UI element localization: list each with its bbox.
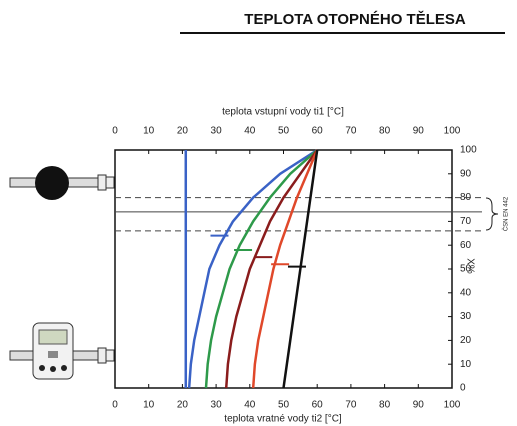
page-title: TEPLOTA OTOPNÉHO TĚLESA <box>244 10 466 28</box>
x-tick-label-top: 80 <box>379 126 391 137</box>
y-tick-label: 60 <box>460 240 472 251</box>
x-tick-label-bottom: 70 <box>345 400 357 411</box>
y-tick-label: 40 <box>460 287 472 298</box>
x-tick-label-bottom: 0 <box>112 400 118 411</box>
x-tick-label-bottom: 30 <box>211 400 223 411</box>
x-tick-label-top: 0 <box>112 126 118 137</box>
y-tick-label: 10 <box>460 359 472 370</box>
x-tick-label-bottom: 50 <box>278 400 290 411</box>
y-tick-label: 70 <box>460 216 472 227</box>
band-bracket <box>486 198 498 230</box>
y-tick-label: 90 <box>460 168 472 179</box>
x-tick-label-bottom: 20 <box>177 400 189 411</box>
x-tick-label-top: 70 <box>345 126 357 137</box>
band-label: ČSN EN 442 <box>503 196 510 231</box>
y-tick-label: 30 <box>460 311 472 322</box>
x-tick-label-top: 40 <box>244 126 256 137</box>
x-tick-label-bottom: 90 <box>413 400 425 411</box>
x-tick-label-top: 30 <box>211 126 223 137</box>
x-axis-top-label: teplota vstupní vody ti1 [°C] <box>222 107 344 118</box>
y-tick-label: 20 <box>460 335 472 346</box>
y-tick-label: 50 <box>460 264 472 275</box>
pump-icon <box>10 166 114 200</box>
x-tick-label-bottom: 60 <box>312 400 324 411</box>
page: TEPLOTA OTOPNÉHO TĚLESA teplota vstupní … <box>0 0 517 426</box>
x-tick-label-top: 10 <box>143 126 155 137</box>
x-tick-label-bottom: 100 <box>444 400 461 411</box>
x-tick-label-bottom: 40 <box>244 400 256 411</box>
series-line <box>284 150 318 388</box>
y-tick-label: 100 <box>460 145 477 156</box>
x-tick-label-top: 100 <box>444 126 461 137</box>
x-tick-label-top: 90 <box>413 126 425 137</box>
x-tick-label-bottom: 10 <box>143 400 155 411</box>
x-tick-label-top: 50 <box>278 126 290 137</box>
x-axis-bottom-label: teplota vratné vody ti2 [°C] <box>224 414 342 425</box>
meter-icon <box>10 323 114 379</box>
series-line <box>226 150 317 388</box>
x-tick-label-top: 20 <box>177 126 189 137</box>
x-tick-label-top: 60 <box>312 126 324 137</box>
x-tick-label-bottom: 80 <box>379 400 391 411</box>
series-line <box>253 150 317 388</box>
plot-frame <box>115 150 452 388</box>
y-tick-label: 0 <box>460 383 466 394</box>
